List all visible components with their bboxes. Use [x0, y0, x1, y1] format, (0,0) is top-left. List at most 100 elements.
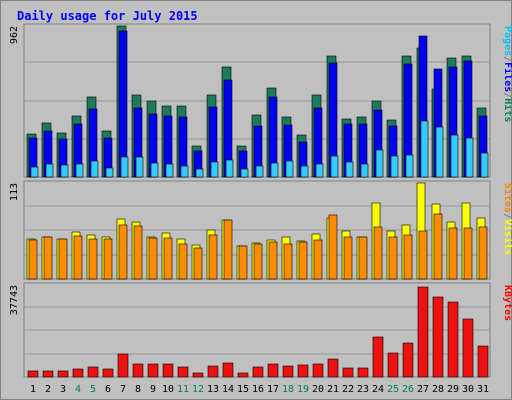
bar-sites-14 — [223, 219, 233, 280]
x-tick-label-19: 19 — [297, 384, 309, 395]
bar-kbytes-22 — [342, 367, 354, 378]
bar-kbytes-2 — [42, 370, 54, 378]
bar-sites-13 — [208, 234, 218, 280]
bar-kbytes-23 — [357, 367, 369, 378]
legend-part-1: / — [502, 56, 512, 62]
legend-label-visits-sites: Sites/Visits — [502, 183, 512, 255]
bar-sites-6 — [103, 238, 113, 280]
bar-sites-25 — [388, 236, 398, 280]
bar-kbytes-28 — [432, 296, 444, 378]
legend-part-4: Hits — [502, 98, 512, 122]
bar-pages-20 — [315, 163, 324, 178]
bar-pages-15 — [240, 168, 249, 178]
bar-pages-19 — [300, 165, 309, 178]
x-tick-label-12: 12 — [192, 384, 204, 395]
bar-kbytes-4 — [72, 368, 84, 378]
legend-label-kbytes: KBytes — [502, 285, 512, 321]
x-tick-label-11: 11 — [177, 384, 189, 395]
bar-sites-20 — [313, 239, 323, 280]
x-tick-label-4: 4 — [75, 384, 81, 395]
bar-kbytes-31 — [477, 345, 489, 378]
bar-sites-12 — [193, 247, 203, 280]
x-tick-label-13: 13 — [207, 384, 219, 395]
bar-pages-5 — [90, 160, 99, 178]
x-tick-label-5: 5 — [90, 384, 96, 395]
bar-sites-1 — [28, 239, 38, 280]
bar-sites-3 — [58, 238, 68, 280]
x-tick-label-27: 27 — [417, 384, 429, 395]
x-tick-label-1: 1 — [30, 384, 36, 395]
axis-max-label-kbytes: 37743 — [9, 285, 20, 315]
x-tick-label-28: 28 — [432, 384, 444, 395]
bar-pages-31 — [480, 152, 489, 178]
x-tick-label-15: 15 — [237, 384, 249, 395]
bar-pages-8 — [135, 156, 144, 178]
bar-pages-1 — [30, 166, 39, 178]
legend-part-3: / — [502, 92, 512, 98]
bar-pages-18 — [285, 160, 294, 178]
bar-pages-26 — [405, 154, 414, 178]
bar-sites-7 — [118, 224, 128, 280]
bar-sites-27 — [418, 230, 428, 280]
x-tick-label-25: 25 — [387, 384, 399, 395]
bar-kbytes-6 — [102, 368, 114, 378]
bar-pages-29 — [450, 134, 459, 178]
legend-part-0: KBytes — [502, 285, 512, 321]
bar-kbytes-11 — [177, 366, 189, 378]
bar-sites-4 — [73, 235, 83, 280]
bar-kbytes-8 — [132, 363, 144, 378]
bar-pages-11 — [180, 165, 189, 178]
bar-pages-30 — [465, 137, 474, 178]
legend-part-1: / — [502, 213, 512, 219]
x-tick-label-16: 16 — [252, 384, 264, 395]
x-tick-label-7: 7 — [120, 384, 126, 395]
bar-pages-25 — [390, 155, 399, 178]
bar-sites-11 — [178, 243, 188, 280]
bar-sites-18 — [283, 243, 293, 280]
x-tick-label-2: 2 — [45, 384, 51, 395]
bar-files-7 — [118, 30, 128, 178]
x-tick-label-17: 17 — [267, 384, 279, 395]
legend-part-0: Sites — [502, 183, 512, 213]
bar-pages-13 — [210, 161, 219, 178]
bar-sites-9 — [148, 237, 158, 280]
bar-pages-24 — [375, 149, 384, 178]
bar-kbytes-20 — [312, 363, 324, 378]
x-tick-label-18: 18 — [282, 384, 294, 395]
bar-pages-12 — [195, 168, 204, 178]
bar-sites-31 — [478, 226, 488, 280]
bar-kbytes-15 — [237, 372, 249, 378]
x-tick-label-21: 21 — [327, 384, 339, 395]
bar-pages-4 — [75, 163, 84, 178]
bar-kbytes-12 — [192, 372, 204, 378]
bar-kbytes-1 — [27, 370, 39, 378]
bar-kbytes-5 — [87, 366, 99, 378]
legend-part-2: Visits — [502, 219, 512, 255]
x-tick-label-29: 29 — [447, 384, 459, 395]
bar-pages-6 — [105, 167, 114, 178]
bar-sites-29 — [448, 227, 458, 280]
bar-sites-16 — [253, 243, 263, 280]
bar-kbytes-10 — [162, 363, 174, 378]
x-tick-label-9: 9 — [150, 384, 156, 395]
bar-kbytes-13 — [207, 365, 219, 378]
bar-pages-14 — [225, 159, 234, 178]
x-tick-label-30: 30 — [462, 384, 474, 395]
bar-pages-9 — [150, 162, 159, 178]
bar-sites-15 — [238, 245, 248, 280]
x-tick-label-22: 22 — [342, 384, 354, 395]
bar-kbytes-7 — [117, 353, 129, 378]
axis-max-label-hits-files-pages: 962 — [9, 26, 20, 44]
x-tick-label-24: 24 — [372, 384, 384, 395]
bar-kbytes-29 — [447, 301, 459, 378]
bar-sites-5 — [88, 238, 98, 280]
x-tick-label-23: 23 — [357, 384, 369, 395]
bar-sites-19 — [298, 241, 308, 280]
bar-sites-22 — [343, 236, 353, 280]
bar-sites-26 — [403, 234, 413, 280]
bar-kbytes-26 — [402, 342, 414, 378]
bar-kbytes-19 — [297, 364, 309, 378]
bar-sites-24 — [373, 226, 383, 280]
